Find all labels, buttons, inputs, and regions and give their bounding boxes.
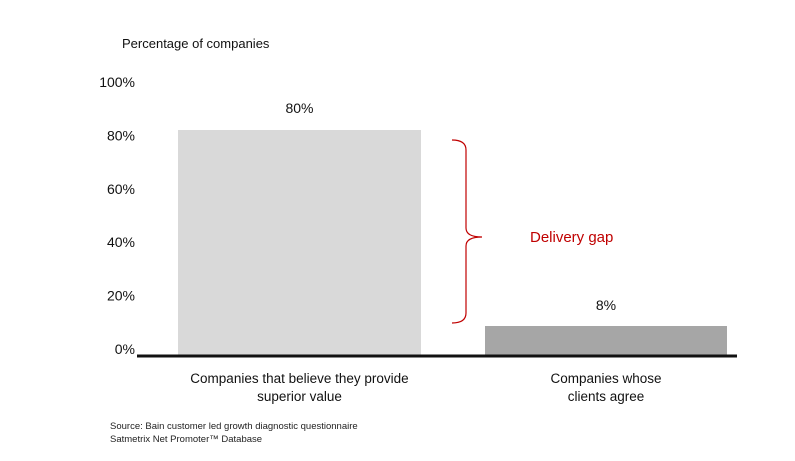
y-tick-label: 60% bbox=[107, 181, 135, 197]
y-tick-label: 100% bbox=[99, 74, 135, 90]
x-category-label: clients agree bbox=[568, 389, 645, 404]
bar bbox=[178, 130, 421, 355]
y-tick-label: 0% bbox=[115, 341, 135, 357]
source-line-2: Satmetrix Net Promoter™ Database bbox=[110, 434, 263, 445]
x-category-label: Companies that believe they provide bbox=[190, 371, 408, 386]
y-tick-label: 80% bbox=[107, 127, 135, 143]
bar bbox=[485, 326, 727, 355]
x-category-label: Companies whose bbox=[550, 371, 661, 386]
y-tick-label: 20% bbox=[107, 288, 135, 304]
data-label: 8% bbox=[596, 297, 616, 313]
y-axis-label: Percentage of companies bbox=[122, 36, 270, 51]
y-tick-label: 40% bbox=[107, 234, 135, 250]
source-line-1: Source: Bain customer led growth diagnos… bbox=[110, 421, 358, 432]
data-label: 80% bbox=[285, 100, 313, 116]
delivery-gap-annotation: Delivery gap bbox=[530, 229, 613, 246]
delivery-gap-bracket bbox=[451, 139, 483, 324]
x-category-label: superior value bbox=[257, 389, 342, 404]
bar-chart: Percentage of companies 0% 20% 40% 60% 80% 10… bbox=[99, 36, 737, 404]
